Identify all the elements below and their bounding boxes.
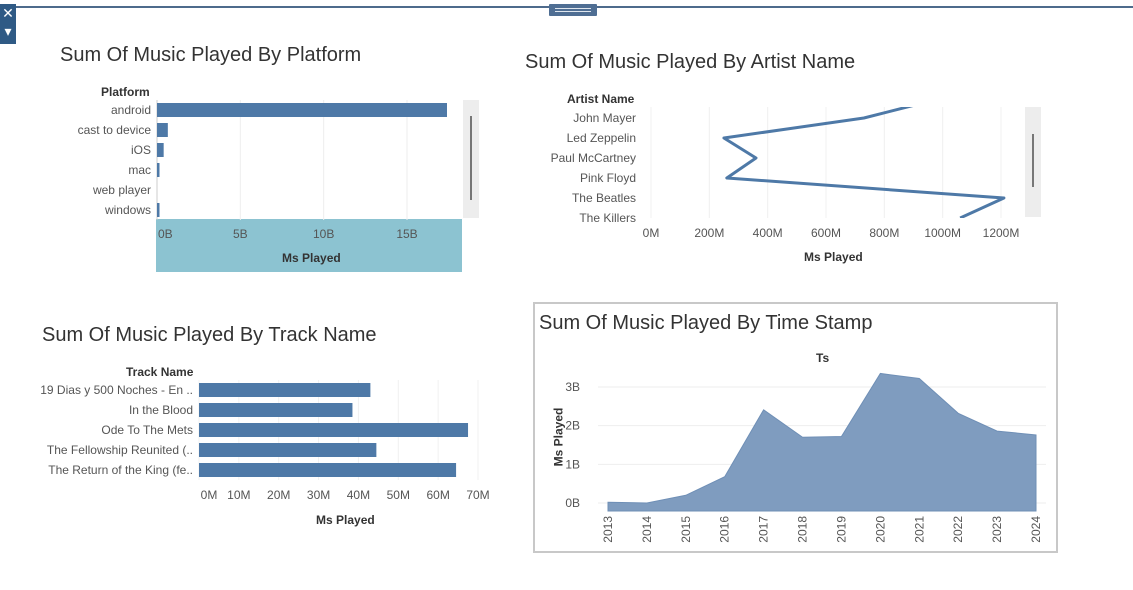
close-icon[interactable]: ✕ <box>2 5 14 21</box>
track-x-tick-label: 0M <box>201 488 218 502</box>
platform-category-label: cast to device <box>78 123 152 137</box>
artist-x-tick-label: 1000M <box>924 226 961 240</box>
time-chart: 0B 1B 2B 3B 2013 2014 2015 2016 2017 2018 2019 202… <box>565 372 1046 543</box>
time-x-tick-label: 2021 <box>912 516 926 543</box>
artist-category-label: Led Zeppelin <box>567 131 636 145</box>
track-x-tick-label: 40M <box>347 488 370 502</box>
time-area-series <box>607 372 1037 512</box>
platform-x-tick-label: 10B <box>313 227 334 241</box>
artist-x-tick-label: 1200M <box>983 226 1020 240</box>
platform-axis-highlight[interactable] <box>156 219 462 272</box>
platform-x-tick-label: 15B <box>396 227 417 241</box>
time-x-tick-label: 2015 <box>679 516 693 543</box>
artist-x-tick-label: 0M <box>643 226 660 240</box>
platform-bar <box>157 203 160 217</box>
artist-row-header[interactable]: Artist Name <box>567 92 635 106</box>
track-category-label: 19 Dias y 500 Noches - En .. <box>40 383 193 397</box>
time-x-tick-label: 2024 <box>1029 516 1043 543</box>
platform-scrollbar-thumb[interactable] <box>470 116 472 200</box>
track-x-tick-label: 70M <box>466 488 489 502</box>
artist-scrollbar-thumb[interactable] <box>1032 134 1034 187</box>
artist-scrollbar[interactable] <box>1025 107 1041 217</box>
track-bar <box>199 403 353 417</box>
track-row-header[interactable]: Track Name <box>126 365 194 379</box>
track-x-tick-label: 50M <box>387 488 410 502</box>
track-category-label: The Return of the King (fe.. <box>48 463 193 477</box>
platform-category-label: android <box>111 103 151 117</box>
time-y-tick-label: 3B <box>565 380 580 394</box>
platform-category-label: web player <box>92 183 151 197</box>
platform-bar <box>157 103 447 117</box>
platform-x-tick-label: 5B <box>233 227 248 241</box>
track-x-tick-label: 10M <box>227 488 250 502</box>
track-bar <box>199 423 469 437</box>
track-bar <box>199 463 457 477</box>
drag-handle[interactable] <box>549 4 597 16</box>
track-bar <box>199 383 371 397</box>
track-category-label: Ode To The Mets <box>101 423 193 437</box>
platform-category-label: windows <box>104 203 151 217</box>
track-x-tick-label: 60M <box>426 488 449 502</box>
track-chart-title: Sum Of Music Played By Track Name <box>42 324 377 346</box>
artist-category-label: John Mayer <box>573 111 636 125</box>
artist-category-label: Paul McCartney <box>551 151 636 165</box>
track-bar <box>199 443 377 457</box>
time-x-tick-label: 2018 <box>796 516 810 543</box>
artist-x-tick-label: 600M <box>811 226 841 240</box>
platform-bar <box>157 163 160 177</box>
time-y-tick-label: 0B <box>565 496 580 510</box>
artist-series-line <box>722 107 1006 218</box>
platform-x-tick-label: 0B <box>158 227 173 241</box>
track-chart: 19 Dias y 500 Noches - En .. In the Blood… <box>40 380 490 502</box>
track-x-axis-title: Ms Played <box>316 513 375 527</box>
chevron-down-icon[interactable]: ▾ <box>4 23 12 39</box>
drag-handle-line <box>555 8 591 9</box>
time-y-tick-label: 2B <box>565 419 580 433</box>
platform-bar <box>157 123 168 137</box>
artist-category-label: The Beatles <box>572 191 636 205</box>
time-chart-frame[interactable] <box>533 302 1058 553</box>
time-y-tick-label: 1B <box>565 457 580 471</box>
platform-chart-title: Sum Of Music Played By Platform <box>60 44 362 66</box>
time-x-tick-label: 2017 <box>757 516 771 543</box>
floating-controls[interactable]: ✕ ▾ <box>0 4 16 44</box>
time-x-tick-label: 2022 <box>951 516 965 543</box>
artist-category-label: Pink Floyd <box>580 171 636 185</box>
time-x-tick-label: 2019 <box>834 516 848 543</box>
artist-x-axis-title: Ms Played <box>804 250 863 264</box>
time-x-tick-label: 2020 <box>873 516 887 543</box>
time-x-tick-label: 2016 <box>718 516 732 543</box>
platform-category-label: mac <box>128 163 151 177</box>
platform-bar <box>157 143 164 157</box>
platform-scrollbar[interactable] <box>463 100 479 218</box>
time-x-tick-label: 2023 <box>990 516 1004 543</box>
time-column-header[interactable]: Ts <box>816 351 830 365</box>
artist-x-tick-label: 400M <box>753 226 783 240</box>
platform-row-header[interactable]: Platform <box>101 85 150 99</box>
artist-x-tick-label: 800M <box>869 226 899 240</box>
track-category-label: In the Blood <box>129 403 193 417</box>
platform-chart: android cast to device iOS mac web player win… <box>78 100 447 241</box>
track-x-tick-label: 30M <box>307 488 330 502</box>
artist-category-label: The Killers <box>579 211 636 225</box>
artist-chart: John Mayer Led Zeppelin Paul McCartney Pink… <box>551 107 1020 240</box>
artist-x-tick-label: 200M <box>694 226 724 240</box>
track-x-tick-label: 20M <box>267 488 290 502</box>
time-chart-title: Sum Of Music Played By Time Stamp <box>539 312 873 334</box>
track-category-label: The Fellowship Reunited (.. <box>47 443 193 457</box>
artist-chart-title: Sum Of Music Played By Artist Name <box>525 51 856 73</box>
time-x-tick-label: 2013 <box>601 516 615 543</box>
platform-category-label: iOS <box>131 143 151 157</box>
drag-handle-line <box>555 11 591 12</box>
platform-x-axis-title: Ms Played <box>282 251 341 265</box>
time-x-tick-label: 2014 <box>640 516 654 543</box>
